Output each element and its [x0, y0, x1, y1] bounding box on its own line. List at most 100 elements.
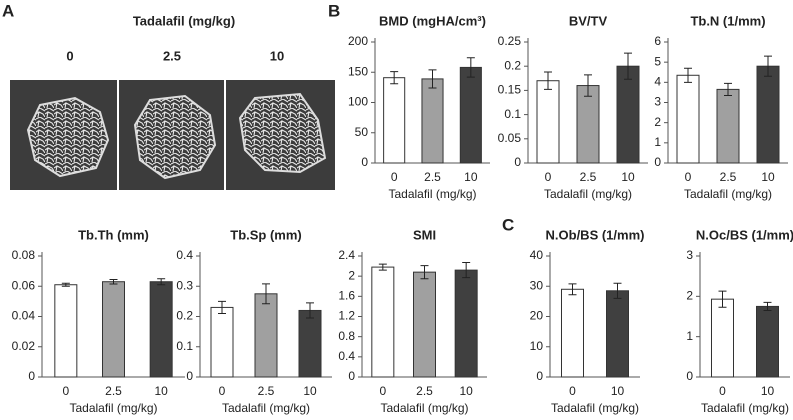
chart-title: Tb.Th (mm)	[78, 227, 149, 242]
x-axis-label: Tadalafil (mg/kg)	[701, 401, 789, 415]
x-axis-label: Tadalafil (mg/kg)	[222, 401, 310, 415]
x-tick-label: 2.5	[580, 170, 597, 184]
y-tick-label: 3	[686, 248, 693, 262]
bar	[459, 66, 482, 164]
error-bar	[420, 265, 429, 280]
image-title: Tadalafil (mg/kg)	[133, 13, 235, 28]
y-tick-label: 40	[530, 248, 544, 262]
y-tick-label: 0.2	[176, 309, 193, 323]
x-tick-label: 10	[761, 384, 775, 398]
bar	[536, 80, 560, 164]
y-tick-label: 0	[536, 369, 543, 383]
error-bar	[684, 67, 692, 83]
x-tick-label: 10	[459, 384, 473, 398]
y-tick-label: 2	[348, 268, 355, 282]
y-tick-label: 0.04	[12, 309, 36, 323]
error-bar	[109, 278, 118, 285]
error-bar	[718, 290, 727, 308]
y-tick-label: 1	[654, 135, 661, 149]
panel-label: C	[502, 215, 514, 234]
x-tick-label: 0	[62, 384, 69, 398]
y-tick-label: 5	[654, 54, 661, 68]
micro-ct-images	[10, 80, 335, 190]
bar	[756, 65, 780, 164]
bar	[576, 85, 600, 164]
error-bar	[390, 71, 399, 85]
y-tick-label: 0	[361, 155, 368, 169]
image-label: 2.5	[163, 48, 181, 63]
y-tick-label: 0	[28, 369, 35, 383]
bar	[210, 306, 234, 378]
bar	[421, 78, 444, 164]
x-tick-label: 0	[569, 384, 576, 398]
y-tick-label: 1.2	[338, 309, 355, 323]
x-tick-label: 0	[379, 384, 386, 398]
y-tick-label: 1	[686, 329, 693, 343]
bar	[676, 74, 700, 164]
x-tick-label: 10	[621, 170, 635, 184]
image-label: 0	[66, 48, 73, 63]
y-tick-label: 0.25	[498, 34, 522, 48]
y-tick-label: 0.3	[176, 278, 193, 292]
chart-title: Tb.Sp (mm)	[230, 227, 302, 242]
y-tick-label: 2	[654, 115, 661, 129]
y-tick-label: 0.8	[338, 329, 355, 343]
x-tick-label: 10	[303, 384, 317, 398]
x-tick-label: 2.5	[258, 384, 275, 398]
chart-title: Tb.N (1/mm)	[690, 13, 765, 28]
error-bar	[378, 263, 387, 271]
y-tick-label: 4	[654, 75, 661, 89]
bar	[254, 293, 278, 378]
bar	[606, 290, 629, 378]
x-tick-label: 0	[391, 170, 398, 184]
y-tick-label: 150	[348, 64, 368, 78]
y-tick-label: 10	[530, 339, 544, 353]
error-bar	[466, 57, 475, 78]
x-axis-label: Tadalafil (mg/kg)	[544, 187, 632, 201]
y-tick-label: 0.2	[504, 58, 521, 72]
bar	[413, 271, 436, 378]
chart-title: SMI	[413, 227, 436, 242]
bar	[716, 88, 740, 164]
y-tick-label: 0	[514, 155, 521, 169]
x-tick-label: 0	[545, 170, 552, 184]
x-tick-label: 2.5	[416, 384, 433, 398]
x-tick-label: 2.5	[720, 170, 737, 184]
y-tick-label: 0	[654, 155, 661, 169]
bar	[561, 288, 584, 378]
chart-title: N.Ob/BS (1/mm)	[546, 227, 645, 242]
error-bar	[584, 74, 592, 97]
error-bar	[262, 283, 270, 305]
y-tick-label: 0	[186, 369, 193, 383]
y-tick-label: 1.6	[338, 289, 355, 303]
bar	[149, 281, 173, 378]
x-tick-label: 10	[464, 170, 478, 184]
error-bar	[61, 282, 70, 287]
x-tick-label: 0	[685, 170, 692, 184]
x-axis-label: Tadalafil (mg/kg)	[684, 187, 772, 201]
y-tick-label: 100	[348, 95, 368, 109]
y-tick-label: 0	[348, 369, 355, 383]
bar	[756, 305, 779, 378]
y-tick-label: 0.4	[338, 349, 355, 363]
error-bar	[763, 301, 772, 311]
error-bar	[568, 283, 577, 296]
error-bar	[613, 282, 622, 299]
error-bar	[764, 55, 772, 77]
error-bar	[544, 71, 552, 90]
y-tick-label: 0.06	[12, 278, 36, 292]
y-tick-label: 0.1	[504, 107, 521, 121]
x-tick-label: 2.5	[424, 170, 441, 184]
x-tick-label: 0	[219, 384, 226, 398]
error-bar	[724, 82, 732, 96]
bar	[298, 309, 322, 378]
y-tick-label: 20	[530, 309, 544, 323]
x-axis-label: Tadalafil (mg/kg)	[551, 401, 639, 415]
chart-title: BV/TV	[569, 13, 608, 28]
chart-title: N.Oc/BS (1/mm)	[696, 227, 793, 242]
bar	[383, 77, 406, 164]
x-axis-label: Tadalafil (mg/kg)	[388, 187, 476, 201]
y-tick-label: 6	[654, 34, 661, 48]
